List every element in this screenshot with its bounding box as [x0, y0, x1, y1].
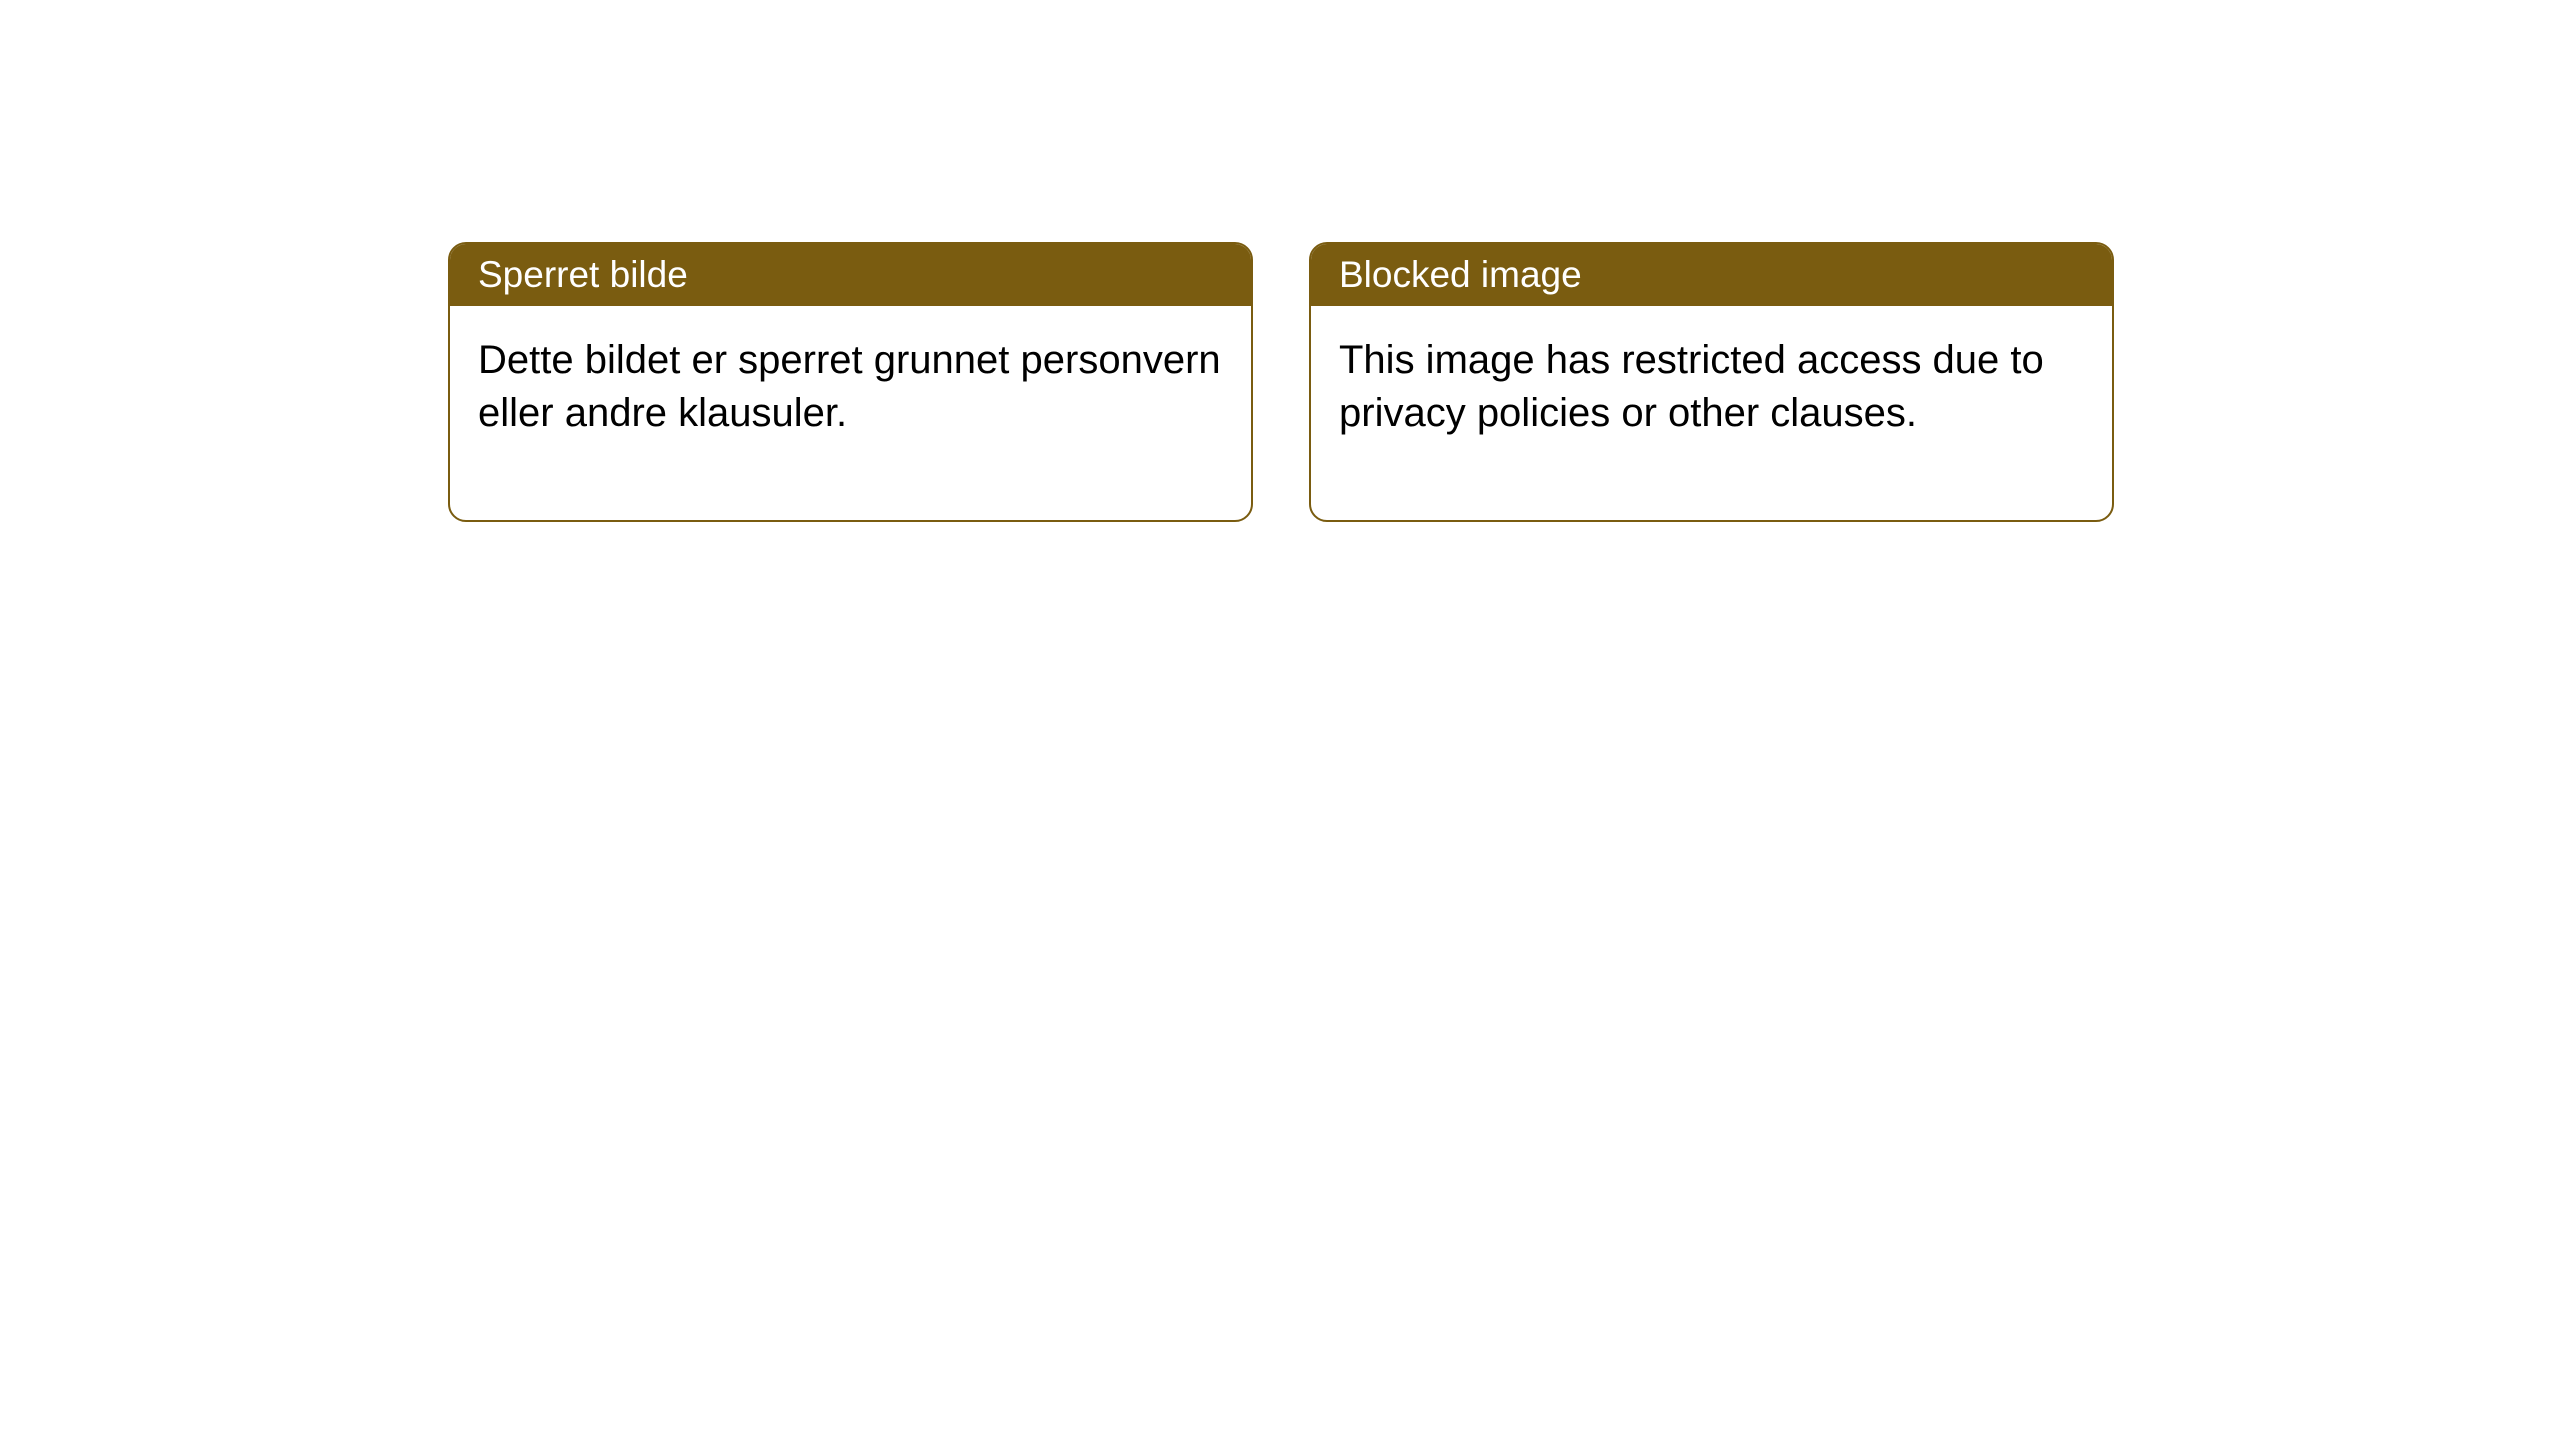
- notice-body: Dette bildet er sperret grunnet personve…: [450, 306, 1251, 520]
- notice-body: This image has restricted access due to …: [1311, 306, 2112, 520]
- notice-box-norwegian: Sperret bilde Dette bildet er sperret gr…: [448, 242, 1253, 522]
- notice-title: Blocked image: [1339, 254, 1582, 295]
- notice-body-text: Dette bildet er sperret grunnet personve…: [478, 338, 1221, 435]
- notice-header: Sperret bilde: [450, 244, 1251, 306]
- notice-container: Sperret bilde Dette bildet er sperret gr…: [448, 242, 2114, 522]
- notice-title: Sperret bilde: [478, 254, 688, 295]
- notice-box-english: Blocked image This image has restricted …: [1309, 242, 2114, 522]
- notice-body-text: This image has restricted access due to …: [1339, 338, 2044, 435]
- notice-header: Blocked image: [1311, 244, 2112, 306]
